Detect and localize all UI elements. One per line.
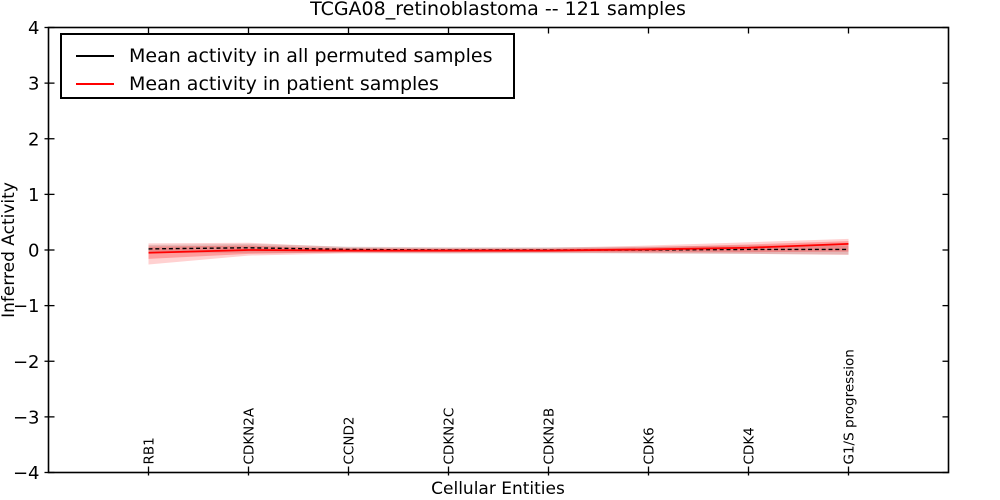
entity-label: CDK6 [642,427,658,464]
entity-label: CDKN2A [242,407,258,464]
legend-label-permuted: Mean activity in all permuted samples [129,44,493,67]
svg-text:−4: −4 [13,463,40,484]
svg-text:1: 1 [28,185,39,206]
legend-line-black-icon [76,55,114,57]
legend-line-red-icon [76,83,114,85]
chart-title: TCGA08_retinoblastoma -- 121 samples [309,0,686,20]
legend-item-patient: Mean activity in patient samples [76,70,513,98]
svg-text:0: 0 [28,241,39,262]
svg-text:2: 2 [28,129,39,150]
legend-item-permuted: Mean activity in all permuted samples [76,42,513,70]
entity-label: CDKN2C [442,408,458,465]
x-axis-label: Cellular Entities [431,479,565,499]
y-axis-label: Inferred Activity [0,182,19,318]
svg-text:3: 3 [28,74,39,95]
svg-text:−2: −2 [13,352,40,373]
legend: Mean activity in all permuted samples Me… [60,33,515,99]
svg-text:−1: −1 [13,296,40,317]
entity-label: CDK4 [742,427,758,464]
entity-label: RB1 [142,437,158,464]
legend-label-patient: Mean activity in patient samples [129,72,439,95]
entity-label: CCND2 [342,417,358,465]
entity-label: G1/S progression [842,349,858,464]
svg-text:4: 4 [28,18,39,39]
entity-label: CDKN2B [542,408,558,465]
plot-area: 4 3 2 1 0 −1 −2 −3 −4 RB1 CDKN2A CCND2 CDKN2C CDKN2B C… [13,18,950,484]
svg-text:−3: −3 [13,407,40,428]
